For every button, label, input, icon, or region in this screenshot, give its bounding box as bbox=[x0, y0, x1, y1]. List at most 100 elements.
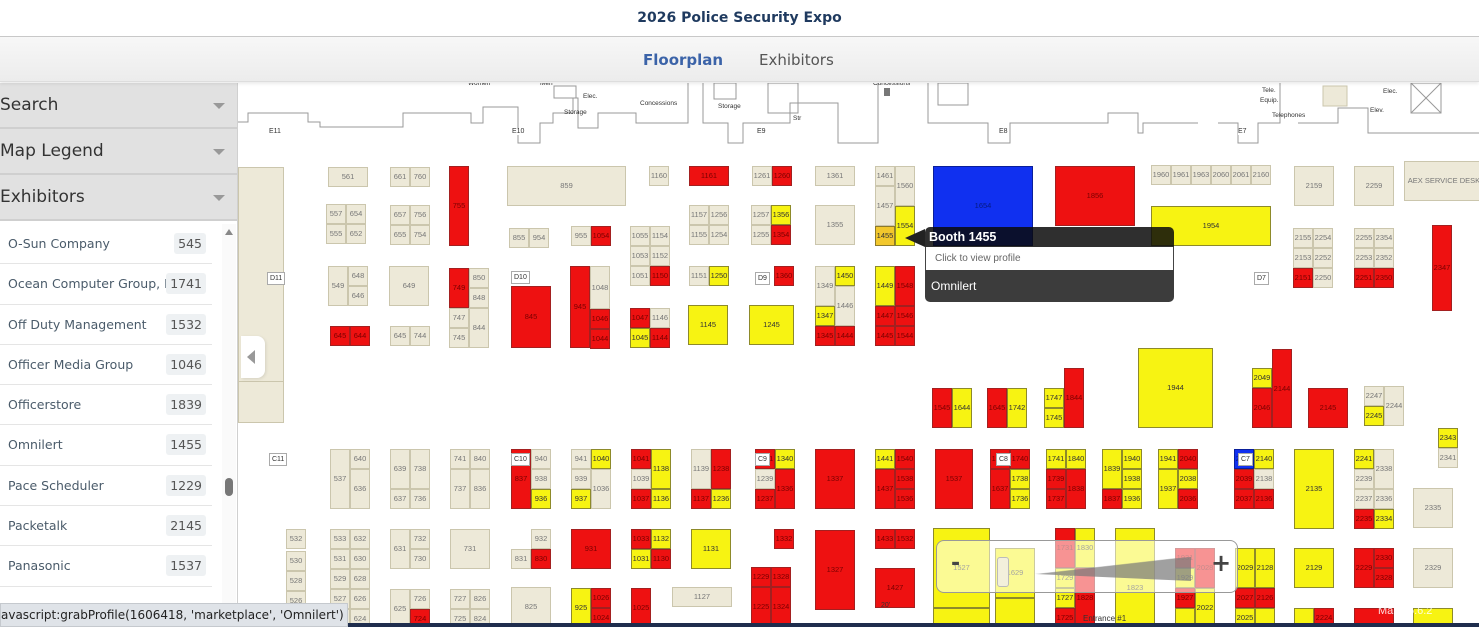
booth-626[interactable]: 626 bbox=[350, 589, 370, 609]
booth-836[interactable]: 836 bbox=[470, 469, 490, 509]
booth-1544[interactable]: 1544 bbox=[895, 326, 915, 346]
booth-2145[interactable]: 2145 bbox=[1308, 388, 1348, 428]
booth-744[interactable]: 744 bbox=[410, 326, 430, 346]
booth-737[interactable]: 737 bbox=[450, 469, 470, 509]
booth-932[interactable]: 932 bbox=[531, 529, 551, 549]
booth-1741[interactable]: 1741 bbox=[1046, 449, 1066, 469]
exhibitor-list-item[interactable]: Ocean Computer Group, Inc. 1741 bbox=[0, 264, 212, 305]
booth-1239[interactable]: 1239 bbox=[755, 469, 775, 489]
booth-1238[interactable]: 1238 bbox=[711, 449, 731, 489]
accordion-map-legend[interactable]: Map Legend bbox=[0, 129, 237, 175]
scrollbar-thumb[interactable] bbox=[225, 478, 233, 496]
booth-1937[interactable]: 1937 bbox=[1158, 469, 1178, 509]
booth-2251[interactable]: 2251 bbox=[1354, 268, 1374, 288]
booth-1146[interactable]: 1146 bbox=[650, 308, 670, 328]
booth-1256[interactable]: 1256 bbox=[709, 205, 729, 225]
booth-1837[interactable]: 1837 bbox=[1102, 489, 1122, 509]
booth-1963[interactable]: 1963 bbox=[1191, 165, 1211, 185]
booth-630[interactable]: 630 bbox=[350, 549, 370, 569]
booth-1044[interactable]: 1044 bbox=[590, 329, 610, 349]
booth-2123[interactable]: 2123 bbox=[1294, 608, 1314, 624]
booth-532[interactable]: 532 bbox=[286, 529, 306, 549]
booth-1136[interactable]: 1136 bbox=[651, 489, 671, 509]
exhibitor-list-item[interactable]: Officerstore 1839 bbox=[0, 385, 212, 426]
booth-1441[interactable]: 1441 bbox=[875, 449, 895, 469]
booth-1139[interactable]: 1139 bbox=[691, 449, 711, 489]
exhibitor-list-item[interactable]: Omnilert 1455 bbox=[0, 425, 212, 466]
booth-845[interactable]: 845 bbox=[511, 286, 551, 348]
booth-1725[interactable]: 1725 bbox=[1055, 608, 1075, 624]
booth-1548[interactable]: 1548 bbox=[895, 266, 915, 306]
booth-1130[interactable]: 1130 bbox=[651, 549, 671, 569]
booth-1132[interactable]: 1132 bbox=[651, 529, 671, 549]
booth-2250[interactable]: 2250 bbox=[1313, 268, 1333, 288]
booth-2229[interactable]: 2229 bbox=[1354, 548, 1374, 588]
tooltip-exhibitor-name[interactable]: Omnilert bbox=[925, 270, 1174, 302]
booth-2036[interactable]: 2036 bbox=[1178, 489, 1198, 509]
booth-555[interactable]: 555 bbox=[326, 224, 346, 244]
exhibitor-list-item[interactable]: Pace Scheduler 1229 bbox=[0, 465, 212, 507]
booth-1031[interactable]: 1031 bbox=[631, 549, 651, 569]
booth-1742[interactable]: 1742 bbox=[1007, 388, 1027, 428]
booth-639[interactable]: 639 bbox=[390, 449, 410, 489]
booth-941[interactable]: 941 bbox=[571, 449, 591, 469]
booth-2061[interactable]: 2061 bbox=[1231, 165, 1251, 185]
collapse-sidebar-button[interactable] bbox=[241, 336, 265, 378]
booth-2039[interactable]: 2039 bbox=[1234, 469, 1254, 489]
booth-2343[interactable]: 2343 bbox=[1438, 428, 1458, 448]
booth-736[interactable]: 736 bbox=[410, 489, 430, 509]
booth-1537[interactable]: 1537 bbox=[935, 449, 973, 509]
booth-2160[interactable]: 2160 bbox=[1251, 165, 1271, 185]
booth-938[interactable]: 938 bbox=[531, 469, 551, 489]
booth-649[interactable]: 649 bbox=[389, 266, 429, 306]
booth-1229[interactable]: 1229 bbox=[751, 567, 771, 587]
booth-1144[interactable]: 1144 bbox=[650, 328, 670, 348]
booth-931[interactable]: 931 bbox=[571, 529, 611, 569]
booth-727[interactable]: 727 bbox=[450, 589, 470, 609]
booth-1145[interactable]: 1145 bbox=[688, 305, 728, 345]
booth-1437[interactable]: 1437 bbox=[875, 469, 895, 509]
booth[interactable] bbox=[238, 381, 284, 423]
booth-1036[interactable]: 1036 bbox=[591, 469, 611, 509]
booth-2029[interactable]: 2029 bbox=[1235, 548, 1255, 588]
booth-756[interactable]: 756 bbox=[410, 205, 430, 225]
booth-2239[interactable]: 2239 bbox=[1354, 469, 1374, 489]
tab-exhibitors[interactable]: Exhibitors bbox=[759, 51, 834, 69]
booth-561[interactable]: 561 bbox=[328, 167, 368, 187]
booth-2135[interactable]: 2135 bbox=[1294, 449, 1334, 529]
booth-945[interactable]: 945 bbox=[570, 266, 590, 348]
booth-2129[interactable]: 2129 bbox=[1294, 548, 1334, 588]
booth-2341[interactable]: 2341 bbox=[1438, 448, 1458, 468]
floorplan-map[interactable]: Women Men Elec. Storage Concessions Storage St… bbox=[238, 83, 1479, 624]
booth-1941[interactable]: 1941 bbox=[1158, 449, 1178, 469]
booth-1936[interactable]: 1936 bbox=[1122, 489, 1142, 509]
booth-1345[interactable]: 1345 bbox=[815, 326, 835, 346]
booth-1025[interactable]: 1025 bbox=[631, 588, 651, 624]
exhibitor-list-item[interactable]: Off Duty Management 1532 bbox=[0, 304, 212, 345]
booth-2350[interactable]: 2350 bbox=[1374, 268, 1394, 288]
booth-1053[interactable]: 1053 bbox=[630, 246, 650, 266]
booth-1260[interactable]: 1260 bbox=[772, 166, 792, 186]
booth-1048[interactable]: 1048 bbox=[590, 266, 610, 309]
booth-1336[interactable]: 1336 bbox=[775, 469, 795, 509]
booth-1354[interactable]: 1354 bbox=[771, 225, 791, 245]
booth-1645[interactable]: 1645 bbox=[987, 388, 1007, 428]
booth-1644[interactable]: 1644 bbox=[952, 388, 972, 428]
booth-1540[interactable]: 1540 bbox=[895, 449, 915, 469]
booth-537[interactable]: 537 bbox=[330, 449, 350, 509]
booth-2128[interactable]: 2128 bbox=[1255, 548, 1275, 588]
booth-1538[interactable]: 1538 bbox=[895, 469, 915, 489]
booth-2022[interactable]: 2022 bbox=[1195, 588, 1215, 624]
booth[interactable] bbox=[995, 598, 1035, 624]
booth-1237[interactable]: 1237 bbox=[755, 489, 775, 509]
booth-1545[interactable]: 1545 bbox=[932, 388, 952, 428]
booth-2336[interactable]: 2336 bbox=[1374, 489, 1394, 509]
booth-624[interactable]: 624 bbox=[350, 609, 370, 624]
booth-2245[interactable]: 2245 bbox=[1364, 406, 1384, 426]
booth-1254[interactable]: 1254 bbox=[709, 225, 729, 245]
booth-2144[interactable]: 2144 bbox=[1272, 349, 1292, 428]
booth-1138[interactable]: 1138 bbox=[651, 449, 671, 489]
booth-1536[interactable]: 1536 bbox=[895, 489, 915, 509]
booth-1055[interactable]: 1055 bbox=[630, 226, 650, 246]
